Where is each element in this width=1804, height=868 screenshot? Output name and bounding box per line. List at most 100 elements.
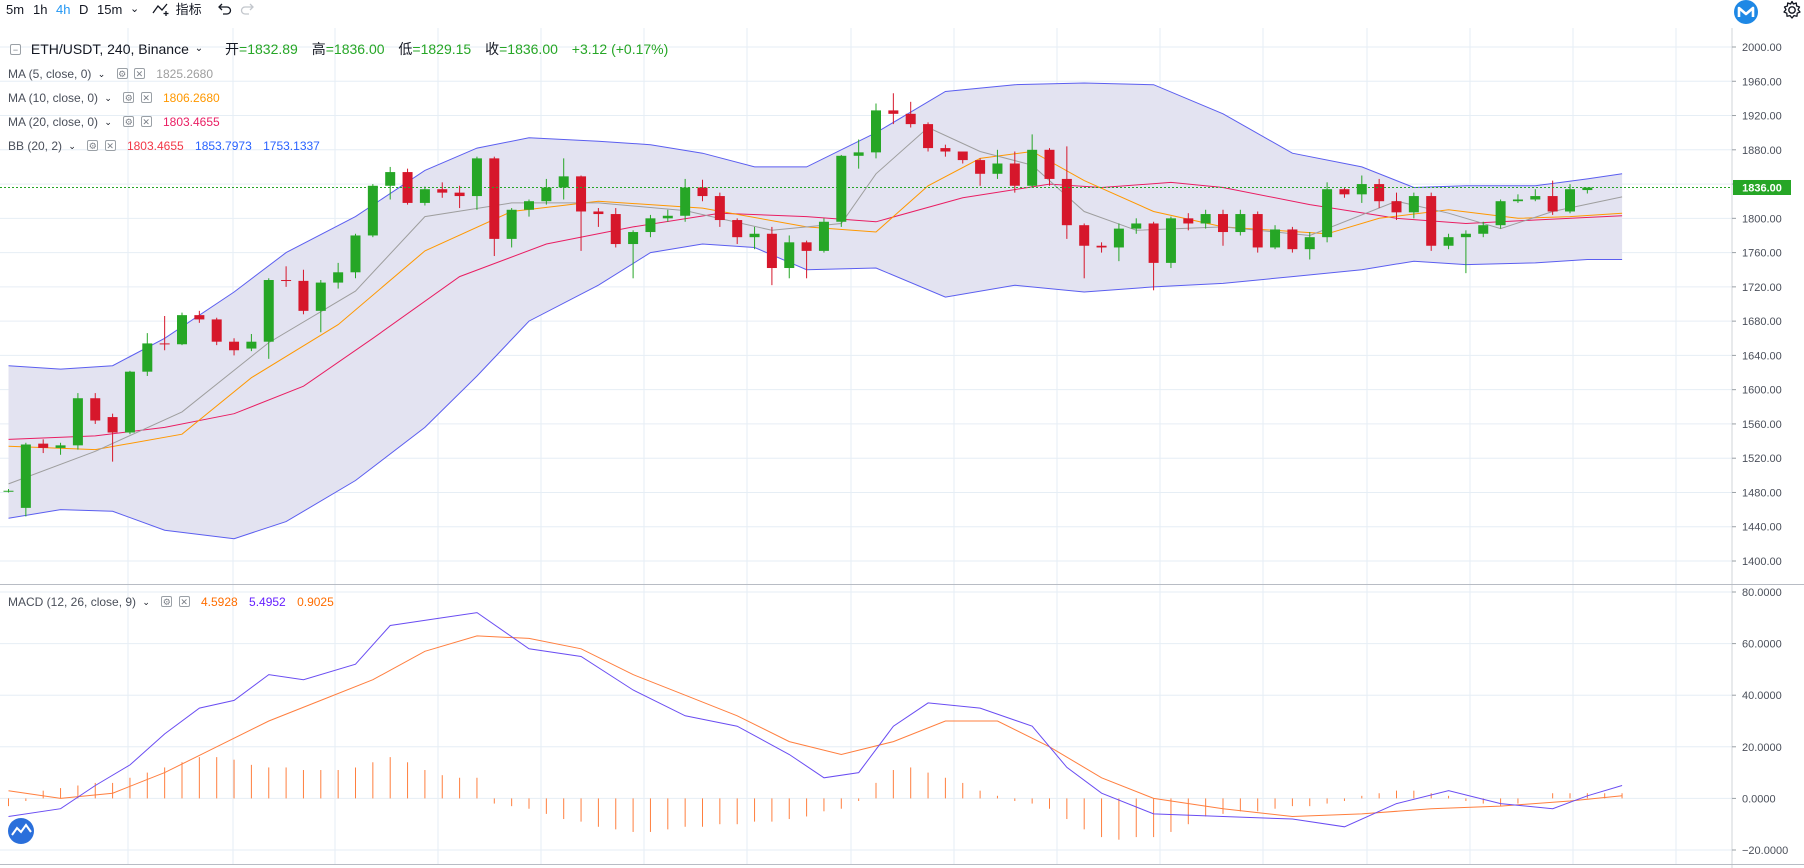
candle-body [697, 187, 708, 197]
interval-dropdown-icon[interactable]: ⌄ [130, 3, 140, 15]
candle-body [367, 185, 378, 236]
price-tick-label: 1400.00 [1742, 556, 1782, 568]
ma5-settings-icon[interactable]: ⚙ [116, 68, 128, 80]
candle [419, 186, 430, 206]
candle-body [419, 189, 430, 203]
collapse-legend-button[interactable]: − [10, 43, 21, 55]
ma5-close-icon[interactable]: ✕ [133, 68, 145, 80]
candle [55, 442, 66, 455]
symbol-title[interactable]: ETH/USDT, 240, Binance [30, 41, 189, 58]
candle-body [1391, 201, 1402, 213]
candle-body [1183, 218, 1194, 224]
candle [333, 262, 344, 289]
candle-body [1131, 223, 1142, 229]
price-tick-label: 1960.00 [1742, 76, 1782, 88]
candle-body [1218, 214, 1228, 233]
candle [1200, 209, 1211, 229]
candle-body [437, 189, 448, 193]
candle-body [784, 242, 795, 269]
change-value: +3.12 (+0.17%) [571, 41, 669, 58]
macd-histogram [8, 757, 1623, 840]
bb-close-icon[interactable]: ✕ [104, 140, 116, 152]
candle-body [263, 280, 274, 342]
price-tick-label: 1640.00 [1742, 350, 1782, 362]
candle-body [610, 214, 621, 245]
candle-body [177, 315, 187, 345]
candle [714, 192, 725, 227]
undo-button[interactable] [216, 2, 232, 20]
interval-d-button[interactable]: D [79, 2, 89, 17]
ma5-value: 1825.2680 [156, 66, 214, 81]
candle [72, 393, 83, 450]
candle-body [992, 163, 1003, 174]
candle [524, 199, 534, 217]
ma10-close-icon[interactable]: ✕ [140, 92, 152, 104]
interval-5m-button[interactable]: 5m [6, 2, 25, 17]
interval-4h-button[interactable]: 4h [56, 2, 71, 17]
candle [905, 101, 916, 128]
macd-label[interactable]: MACD (12, 26, close, 9) [8, 594, 137, 609]
ma5-dropdown-icon[interactable]: ⌄ [97, 68, 106, 79]
ma20-close-icon[interactable]: ✕ [140, 116, 152, 128]
candle-body [402, 172, 413, 203]
symbol-dropdown-icon[interactable]: ⌄ [194, 43, 204, 55]
price-tick-label: 1560.00 [1742, 419, 1782, 431]
bb-label[interactable]: BB (20, 2) [8, 138, 63, 153]
candle [281, 266, 292, 287]
candle-body [1200, 214, 1211, 224]
candle [1061, 146, 1072, 239]
ma20-settings-icon[interactable]: ⚙ [123, 116, 135, 128]
candle [124, 370, 135, 435]
macd-close-icon[interactable]: ✕ [178, 596, 190, 608]
macd-signal-line [8, 635, 1623, 818]
interval-15m-button[interactable]: 15m [97, 2, 123, 17]
price-tick-label: 1680.00 [1742, 316, 1782, 328]
indicators-button[interactable]: 指标 [152, 2, 202, 18]
candle [159, 315, 170, 351]
candle-body [1443, 237, 1454, 246]
ma5-label[interactable]: MA (5, close, 0) [8, 66, 92, 81]
candle-body [1582, 187, 1593, 191]
candle-body [1374, 184, 1385, 202]
ma10-label[interactable]: MA (10, close, 0) [8, 90, 99, 105]
macd-signal-value: 0.9025 [297, 594, 334, 609]
price-tick-label: 1440.00 [1742, 522, 1782, 534]
symbol-header: − ETH/USDT, 240, Binance ⌄ 开=1832.89 高=1… [8, 38, 668, 58]
candle-body [72, 398, 83, 446]
macd-hist-value: 4.5928 [200, 594, 238, 609]
ma20-label[interactable]: MA (20, close, 0) [8, 114, 99, 129]
candle-body [871, 110, 881, 153]
bb-settings-icon[interactable]: ⚙ [87, 140, 99, 152]
redo-button[interactable] [240, 2, 256, 20]
candle [1270, 225, 1281, 250]
settings-button[interactable] [1782, 0, 1802, 24]
macd-tick-label: 20.0000 [1742, 742, 1782, 754]
candle [593, 208, 604, 227]
candle-body [1061, 178, 1072, 226]
ma10-settings-icon[interactable]: ⚙ [123, 92, 135, 104]
brand-m-icon [1734, 0, 1758, 24]
candle [645, 214, 656, 238]
ma10-dropdown-icon[interactable]: ⌄ [104, 92, 112, 103]
candle-body [194, 315, 205, 320]
candle-body [1512, 199, 1523, 202]
high-value: 1836.00 [333, 41, 385, 58]
ma20-dropdown-icon[interactable]: ⌄ [104, 116, 112, 127]
candle [957, 151, 968, 164]
macd-settings-icon[interactable]: ⚙ [161, 596, 173, 608]
candle [1304, 232, 1315, 260]
candle [1235, 209, 1246, 236]
candle-body [1287, 229, 1298, 250]
candle-body [124, 371, 135, 433]
candle-body [454, 192, 465, 197]
undo-icon [218, 3, 232, 15]
candle-body [315, 282, 326, 311]
macd-dropdown-icon[interactable]: ⌄ [142, 596, 150, 607]
indicators-label: 指标 [175, 2, 202, 17]
candle-body [524, 201, 534, 210]
bb-dropdown-icon[interactable]: ⌄ [68, 140, 76, 151]
interval-1h-button[interactable]: 1h [33, 2, 48, 17]
candle-body [142, 343, 153, 372]
candle-body [246, 341, 257, 349]
